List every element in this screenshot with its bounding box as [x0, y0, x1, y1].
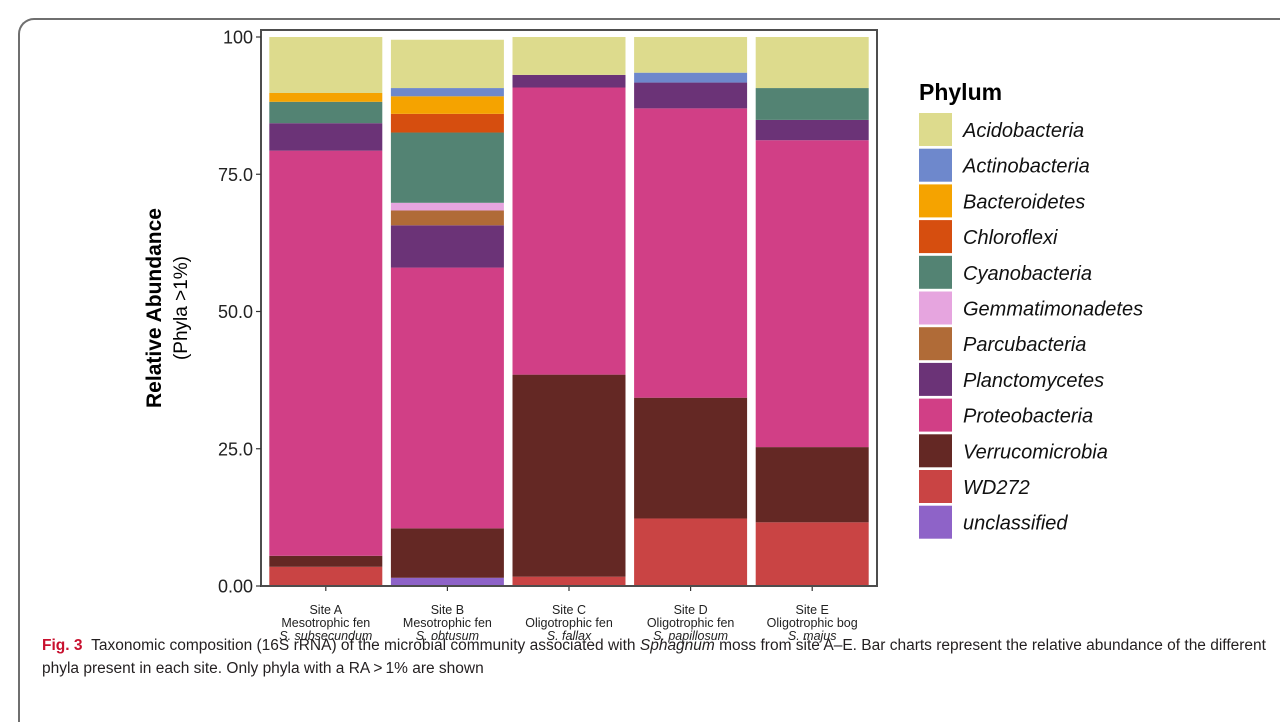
legend-label-proteobacteria: Proteobacteria [963, 406, 1093, 428]
bar-segment-site-b-verrucomicrobia [391, 528, 504, 577]
legend-swatch-bacteroidetes [919, 184, 952, 217]
bar-segment-site-e-verrucomicrobia [756, 447, 869, 522]
bar-segment-site-b-planctomycetes [391, 225, 504, 267]
legend-label-verrucomicrobia: Verrucomicrobia [963, 441, 1108, 463]
bar-segment-site-e-planctomycetes [756, 120, 869, 140]
legend-item-gemmatimonadetes: Gemmatimonadetes [919, 292, 1143, 325]
bar-segment-site-b-bacteroidetes [391, 96, 504, 114]
bar-segment-site-e-cyanobacteria [756, 88, 869, 120]
bar-segment-site-b-actinobacteria [391, 88, 504, 96]
y-tick-label: 25.0 [218, 439, 253, 459]
bar-segment-site-b-cyanobacteria [391, 133, 504, 203]
x-tick-label-habitat: Mesotrophic fen [403, 616, 492, 630]
legend-label-actinobacteria: Actinobacteria [962, 156, 1090, 178]
legend-swatch-unclassified [919, 506, 952, 539]
bar-segment-site-d-proteobacteria [634, 108, 747, 397]
legend-title: Phylum [919, 79, 1002, 105]
y-tick-label: 75.0 [218, 165, 253, 185]
legend-label-wd272: WD272 [963, 477, 1030, 499]
legend-swatch-wd272 [919, 470, 952, 503]
y-tick-label: 0.00 [218, 577, 253, 597]
bar-segment-site-c-verrucomicrobia [513, 375, 626, 577]
bar-segment-site-d-verrucomicrobia [634, 398, 747, 519]
bar-segment-site-c-proteobacteria [513, 88, 626, 375]
legend-swatch-acidobacteria [919, 113, 952, 146]
x-tick-label-habitat: Mesotrophic fen [281, 616, 370, 630]
legend-item-cyanobacteria: Cyanobacteria [919, 256, 1092, 289]
bar-segment-site-d-acidobacteria [634, 37, 747, 73]
caption-label: Fig. 3 [42, 637, 82, 654]
bar-segment-site-e-acidobacteria [756, 37, 869, 88]
bar-segment-site-e-proteobacteria [756, 140, 869, 447]
bar-segment-site-b-parcubacteria [391, 210, 504, 225]
legend-swatch-actinobacteria [919, 149, 952, 182]
x-tick-label-site: Site E [796, 603, 829, 617]
bar-segment-site-d-actinobacteria [634, 73, 747, 83]
legend-label-planctomycetes: Planctomycetes [963, 370, 1104, 392]
bar-segment-site-e-wd272 [756, 522, 869, 586]
x-tick-label-site: Site B [431, 603, 464, 617]
bar-segment-site-a-planctomycetes [269, 123, 382, 150]
bar-segment-site-a-proteobacteria [269, 151, 382, 556]
x-tick-label-habitat: Oligotrophic fen [525, 616, 613, 630]
bar-site-b [391, 40, 504, 586]
bar-segment-site-a-acidobacteria [269, 37, 382, 93]
legend-item-parcubacteria: Parcubacteria [919, 327, 1086, 360]
legend-label-cyanobacteria: Cyanobacteria [963, 263, 1092, 285]
bar-segment-site-b-chloroflexi [391, 114, 504, 133]
bar-segment-site-a-bacteroidetes [269, 93, 382, 102]
legend-item-chloroflexi: Chloroflexi [919, 220, 1058, 253]
caption-text-1: Taxonomic composition (16S rRNA) of the … [91, 637, 640, 654]
caption-genus: Sphagnum [640, 637, 715, 654]
bar-segment-site-c-wd272 [513, 577, 626, 586]
y-tick-label: 50.0 [218, 302, 253, 322]
legend-swatch-chloroflexi [919, 220, 952, 253]
bar-segment-site-c-acidobacteria [513, 37, 626, 75]
bar-site-e [756, 37, 869, 586]
legend-item-acidobacteria: Acidobacteria [919, 113, 1084, 146]
bar-site-a [269, 37, 382, 586]
legend-item-unclassified: unclassified [919, 506, 1068, 539]
legend-label-unclassified: unclassified [963, 513, 1068, 535]
bar-site-c [513, 37, 626, 586]
legend-swatch-verrucomicrobia [919, 434, 952, 467]
x-tick-label-habitat: Oligotrophic fen [647, 616, 735, 630]
bar-segment-site-b-gemmatimonadetes [391, 203, 504, 211]
y-tick-label: 100 [223, 28, 253, 48]
bar-segment-site-b-proteobacteria [391, 268, 504, 529]
bar-segment-site-d-wd272 [634, 518, 747, 586]
bar-segment-site-a-wd272 [269, 567, 382, 586]
legend-label-acidobacteria: Acidobacteria [962, 120, 1084, 142]
legend-label-chloroflexi: Chloroflexi [963, 227, 1058, 249]
legend-swatch-cyanobacteria [919, 256, 952, 289]
legend-item-bacteroidetes: Bacteroidetes [919, 184, 1085, 217]
legend-item-proteobacteria: Proteobacteria [919, 399, 1093, 432]
legend-item-planctomycetes: Planctomycetes [919, 363, 1104, 396]
legend-label-parcubacteria: Parcubacteria [963, 334, 1086, 356]
legend-swatch-planctomycetes [919, 363, 952, 396]
figure-caption: Fig. 3 Taxonomic composition (16S rRNA) … [42, 634, 1267, 680]
x-tick-label-habitat: Oligotrophic bog [767, 616, 858, 630]
y-axis-subtitle: (Phyla >1%) [171, 256, 192, 360]
legend-label-bacteroidetes: Bacteroidetes [963, 191, 1085, 213]
bar-segment-site-c-planctomycetes [513, 75, 626, 88]
bar-segment-site-d-planctomycetes [634, 83, 747, 109]
bar-segment-site-b-acidobacteria [391, 40, 504, 88]
x-tick-label-site: Site A [309, 603, 342, 617]
legend-swatch-parcubacteria [919, 327, 952, 360]
x-tick-label-site: Site C [552, 603, 586, 617]
legend-item-verrucomicrobia: Verrucomicrobia [919, 434, 1108, 467]
bar-segment-site-a-cyanobacteria [269, 102, 382, 123]
legend-item-wd272: WD272 [919, 470, 1030, 503]
x-tick-label-site: Site D [674, 603, 708, 617]
bar-segment-site-a-verrucomicrobia [269, 556, 382, 567]
legend-label-gemmatimonadetes: Gemmatimonadetes [963, 299, 1143, 321]
legend-item-actinobacteria: Actinobacteria [919, 149, 1090, 182]
legend-swatch-gemmatimonadetes [919, 292, 952, 325]
bar-site-d [634, 37, 747, 586]
bar-segment-site-b-unclassified [391, 578, 504, 586]
y-axis-title: Relative Abundance [143, 208, 166, 408]
legend-swatch-proteobacteria [919, 399, 952, 432]
